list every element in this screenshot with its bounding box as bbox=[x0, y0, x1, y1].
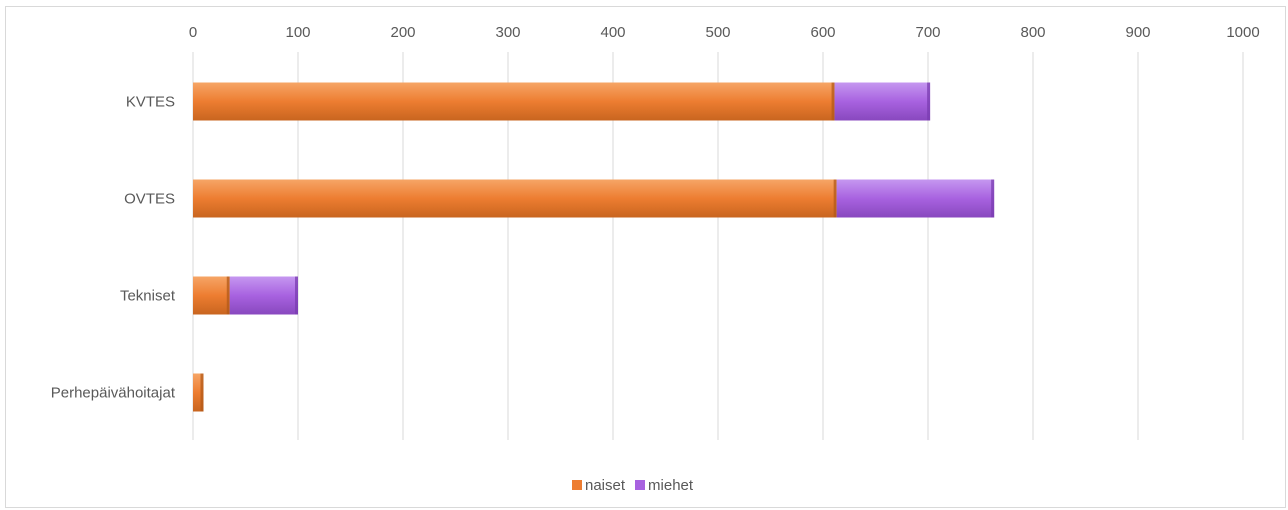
bar-segment bbox=[229, 276, 298, 315]
bar-segment bbox=[834, 82, 931, 121]
legend-label-naiset: naiset bbox=[585, 476, 626, 494]
bar-segment bbox=[193, 276, 230, 315]
stacked-bar-chart: 0 100 200 300 400 500 600 700 800 900 1000 KVTES OV… bbox=[51, 24, 1260, 440]
x-tick-label: 200 bbox=[390, 24, 415, 41]
legend-item-naiset: naiset bbox=[572, 477, 625, 494]
bar-naiset bbox=[193, 179, 837, 218]
bar-miehet bbox=[229, 276, 298, 315]
x-tick-label: 500 bbox=[705, 24, 730, 41]
x-tick-label: 300 bbox=[495, 24, 520, 41]
bar-bevel bbox=[226, 276, 230, 315]
bar-segment bbox=[836, 179, 995, 218]
bar-bevel bbox=[833, 179, 837, 218]
category-label: KVTES bbox=[126, 94, 175, 111]
x-tick-label: 0 bbox=[189, 24, 197, 41]
bars bbox=[193, 82, 995, 412]
bar-bevel bbox=[831, 82, 835, 121]
bar-segment bbox=[193, 82, 835, 121]
bar-naiset bbox=[193, 373, 204, 412]
category-label: Tekniset bbox=[120, 288, 176, 305]
bar-bevel bbox=[200, 373, 204, 412]
bar-bevel bbox=[991, 179, 995, 218]
legend-label-miehet: miehet bbox=[648, 476, 694, 494]
x-tick-label: 600 bbox=[810, 24, 835, 41]
x-tick-label: 100 bbox=[285, 24, 310, 41]
bar-segment bbox=[193, 179, 837, 218]
bar-naiset bbox=[193, 82, 835, 121]
category-label: OVTES bbox=[124, 191, 175, 208]
x-tick-label: 1000 bbox=[1226, 24, 1259, 41]
x-tick-label: 900 bbox=[1125, 24, 1150, 41]
legend: naiset miehet bbox=[572, 475, 693, 495]
bar-miehet bbox=[836, 179, 995, 218]
x-tick-label: 800 bbox=[1020, 24, 1045, 41]
y-axis-categories: KVTES OVTES Tekniset Perhepäivähoitajat bbox=[51, 94, 176, 402]
legend-swatch-naiset bbox=[572, 480, 582, 490]
category-label: Perhepäivähoitajat bbox=[51, 385, 176, 402]
legend-item-miehet: miehet bbox=[635, 477, 693, 494]
bar-bevel bbox=[295, 276, 298, 315]
bar-segment bbox=[193, 373, 204, 412]
x-tick-label: 400 bbox=[600, 24, 625, 41]
legend-swatch-miehet bbox=[635, 480, 646, 490]
x-tick-label: 700 bbox=[915, 24, 940, 41]
x-axis-ticks: 0 100 200 300 400 500 600 700 800 900 1000 bbox=[189, 24, 1260, 41]
bar-bevel bbox=[927, 82, 931, 121]
bar-naiset bbox=[193, 276, 230, 315]
bar-miehet bbox=[834, 82, 931, 121]
